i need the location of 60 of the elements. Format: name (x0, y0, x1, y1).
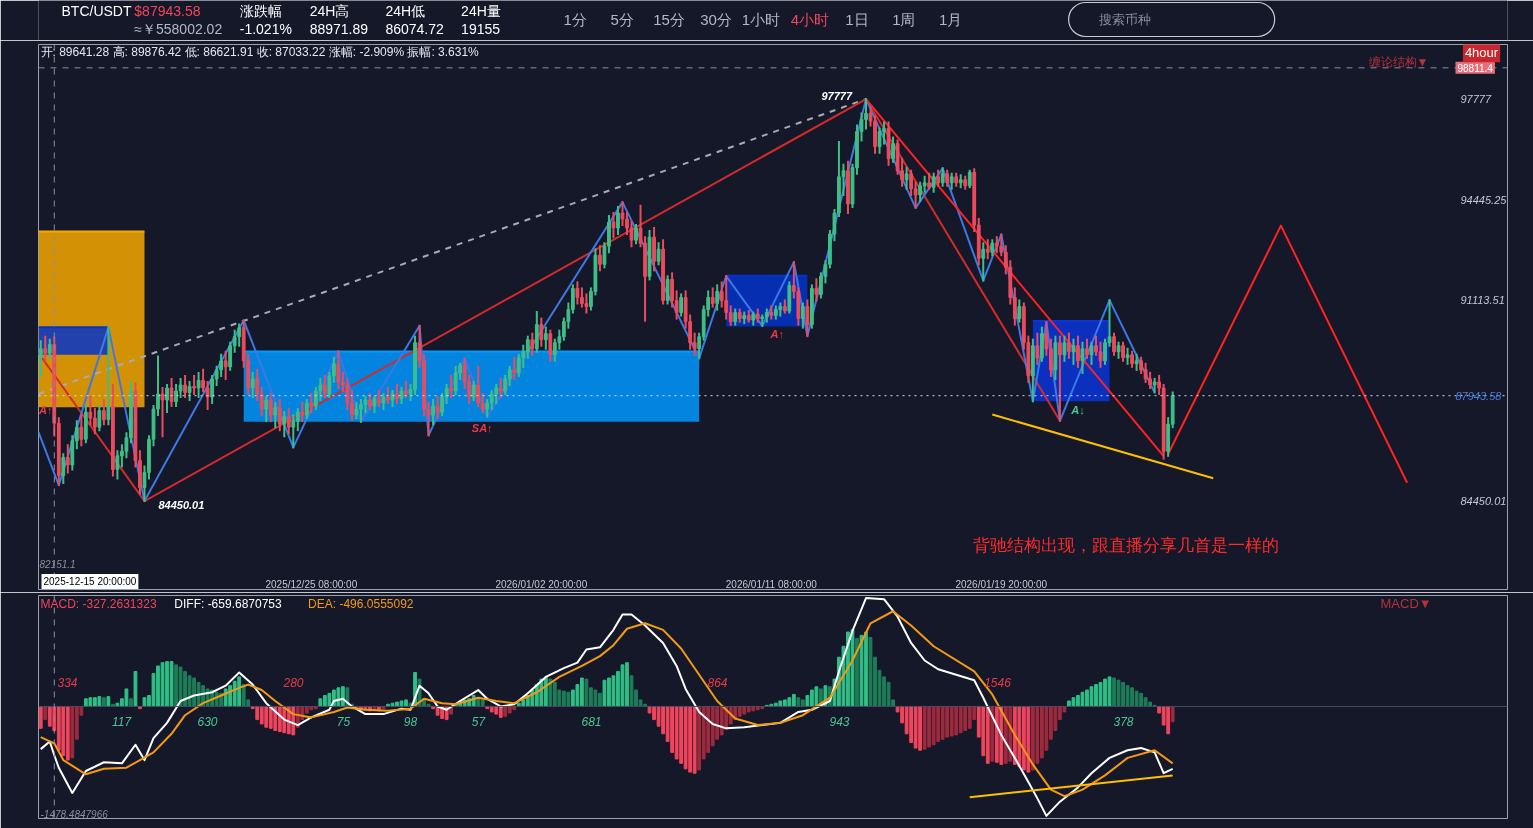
annotation: 缠论结构▼ (1368, 55, 1429, 70)
y-tick-label: 94445.25 (1460, 193, 1508, 206)
text: 4小时 (790, 11, 830, 28)
annotation: 117 (111, 714, 133, 729)
text: 88971.89 (309, 20, 369, 37)
text: 1小时 (741, 11, 781, 28)
text: 24H高 (309, 2, 350, 19)
text: 涨跌幅 (239, 2, 282, 19)
text: BTC/USDT (61, 2, 132, 19)
annotation: 84450.01 (158, 499, 205, 512)
annotation: 1546 (984, 675, 1012, 690)
x-tick-label: 2026/01/02 20:00:00 (495, 578, 588, 590)
text: $87943.58 (134, 2, 201, 19)
text: 5分 (610, 11, 634, 28)
annotation: A↓ (1070, 404, 1085, 417)
chart-subtitle: 开: 89641.28 高: 89876.42 低: 86621.91 收: 87033.22 涨幅: -2.909% 振幅: 3.631% (40, 44, 480, 59)
x-tick-label: 2025/12/25 08:00:00 (265, 578, 358, 590)
text: DIFF: -659.6870753 (174, 596, 283, 611)
text: 86074.72 (385, 20, 444, 37)
text: 24H量 (461, 2, 501, 19)
text: MACD: -327.2631323 (40, 596, 157, 611)
annotation: A↑ (38, 404, 53, 417)
text: 1分 (563, 11, 587, 28)
annotation: 943 (829, 714, 850, 729)
text: 30分 (700, 11, 732, 28)
text: 24H低 (385, 2, 426, 19)
annotation: 4hour (1464, 45, 1499, 61)
annotation: 98 (403, 714, 418, 729)
text: 1月 (939, 11, 963, 28)
annotation: -1478.4847966 (40, 809, 109, 821)
y-tick-label: 97777 (1460, 93, 1492, 106)
annotation: 57 (471, 714, 487, 729)
text: 搜索币种 (1099, 12, 1152, 27)
x-tick-label: 2026/01/11 08:00:00 (725, 578, 818, 590)
annotation: 378 (1113, 714, 1134, 729)
y-tick-label: 84450.01 (1460, 495, 1507, 508)
text: 15分 (653, 11, 685, 28)
text: -1.021% (239, 20, 292, 37)
text: DEA: -496.0555092 (308, 596, 414, 611)
ref-line-label: 2025-12-15 20:00:00 (43, 576, 137, 587)
annotation: 334 (57, 675, 78, 690)
annotation: SA↑ (471, 421, 493, 434)
annotation: 背驰结构出现，跟直播分享几首是一样的 (972, 536, 1279, 556)
annotation: 681 (581, 714, 602, 729)
annotation: 82151.1 (39, 558, 76, 570)
annotation: 280 (282, 675, 304, 690)
x-tick-label: 2026/01/19 20:00:00 (955, 578, 1048, 590)
text: ≈￥558002.02 (134, 20, 223, 37)
annotation: MACD▼ (1380, 596, 1432, 612)
annotation: A↑ (769, 327, 785, 340)
annotation: 630 (197, 714, 218, 729)
text: 19155 (461, 20, 501, 37)
text: 1周 (892, 11, 916, 28)
ref-line-label: 87943.58 (1455, 389, 1503, 402)
text: 1日 (845, 11, 869, 28)
annotation: 864 (707, 675, 728, 690)
annotation: 97777 (821, 90, 853, 103)
y-tick-label: 91113.51 (1460, 294, 1505, 307)
ref-line-label: 98811.4 (1457, 62, 1494, 74)
annotation: 75 (336, 714, 351, 729)
